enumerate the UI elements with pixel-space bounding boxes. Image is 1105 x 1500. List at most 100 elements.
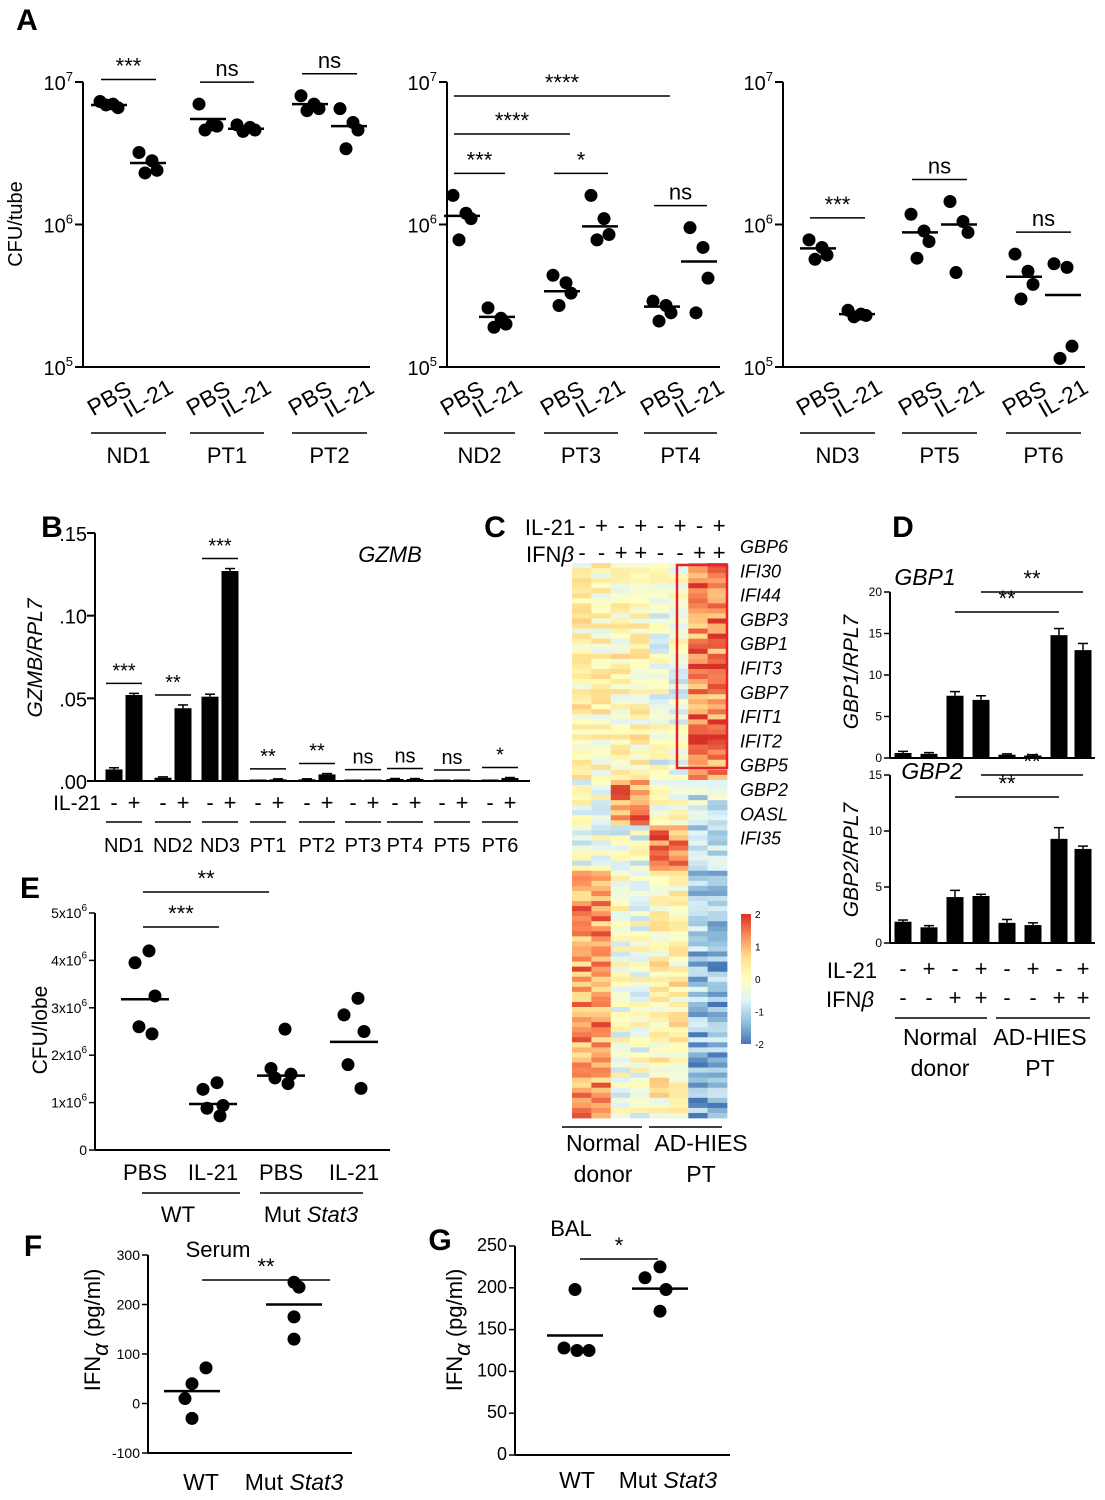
heatmap-cell <box>591 638 612 645</box>
y-axis-label: CFU/tube <box>5 181 27 267</box>
subject-label: PT2 <box>299 835 336 857</box>
heatmap-cell <box>610 1107 631 1114</box>
heatmap-cell <box>649 850 670 857</box>
heatmap-cell <box>688 890 709 897</box>
panel-d: D 0 5 10 15 20 GBP1 GBP1/RPL7 ** ** 0 5 10 15 GBP2 GBP2… <box>826 511 1095 1081</box>
heatmap-cell <box>630 875 650 882</box>
heatmap-cell <box>591 613 612 619</box>
heatmap-cell <box>649 890 670 897</box>
significance-label: ** <box>1023 749 1041 774</box>
heatmap-cell <box>668 699 689 705</box>
heatmap-cell <box>688 926 709 932</box>
heatmap-cell <box>688 951 709 957</box>
data-point <box>200 1101 214 1115</box>
heatmap-cell <box>649 593 670 599</box>
heatmap-cell <box>610 1092 631 1099</box>
heatmap-cell <box>591 1112 612 1119</box>
heatmap-cell <box>630 865 650 872</box>
heatmap-cell <box>630 744 650 751</box>
heatmap-cell <box>688 870 709 877</box>
heatmap-cell <box>668 991 689 998</box>
data-point <box>132 146 146 160</box>
heatmap-cell <box>591 785 612 791</box>
heatmap-cell <box>688 588 709 594</box>
group-label: Normal <box>566 1130 640 1156</box>
heatmap-cell <box>630 648 650 655</box>
heatmap-cell <box>688 901 709 907</box>
heatmap-cell <box>572 1082 592 1089</box>
heatmap-cell <box>572 880 592 887</box>
heatmap-cell <box>668 588 689 594</box>
heatmap-cell <box>572 608 592 614</box>
heatmap-cell <box>688 946 709 952</box>
heatmap-cell <box>668 668 689 675</box>
tick-exponent: 5 <box>766 354 773 369</box>
heatmap-cell <box>707 996 728 1003</box>
category-label: IL-21 <box>188 1160 238 1185</box>
heatmap-cell <box>688 573 709 579</box>
data-point <box>696 240 710 254</box>
heatmap-cell <box>610 779 631 786</box>
ylabel-main: IFN <box>80 1356 105 1391</box>
significance-label: ns <box>318 48 341 73</box>
heatmap-cell <box>630 724 650 730</box>
heatmap-cell <box>688 613 709 619</box>
heatmap-cell <box>591 800 612 806</box>
heatmap-cell <box>668 835 689 841</box>
significance-label: *** <box>112 660 136 682</box>
data-point <box>859 308 873 322</box>
heatmap-cell <box>668 653 689 660</box>
panel-d-subplot: 0 5 10 15 GBP2 GBP2/RPL7 ** ** <box>840 749 1095 950</box>
heatmap-cell <box>688 981 709 988</box>
heatmap-cell <box>649 825 670 831</box>
heatmap-cell <box>707 1037 728 1043</box>
heatmap-cell <box>668 628 689 635</box>
heatmap-cell <box>668 633 689 640</box>
heatmap-cell <box>688 754 709 761</box>
data-point <box>294 89 308 103</box>
heatmap-cell <box>630 658 650 665</box>
heatmap-cell <box>572 719 592 725</box>
heatmap-cell <box>591 1067 612 1073</box>
heatmap-cell <box>707 568 728 574</box>
il21-sign: + <box>1077 956 1090 981</box>
heatmap-cell <box>572 573 592 579</box>
tick-base: 10 <box>744 216 766 238</box>
heatmap-cell <box>649 926 670 932</box>
heatmap-cell <box>610 709 631 715</box>
heatmap-cell <box>707 951 728 957</box>
heatmap-cell <box>668 946 689 952</box>
heatmap-cell <box>610 1062 631 1068</box>
heatmap-cell <box>630 759 650 766</box>
heatmap-cell <box>630 1077 650 1084</box>
heatmap-cell <box>668 810 689 816</box>
heatmap-cell <box>707 739 728 746</box>
heatmap-cell <box>591 926 612 932</box>
heatmap-cell <box>610 880 631 887</box>
significance-label: ** <box>260 746 276 768</box>
heatmap-cell <box>707 956 728 962</box>
bar <box>1074 848 1092 943</box>
gene-label: IFIT1 <box>740 707 782 727</box>
heatmap-cell <box>649 860 670 867</box>
colorbar-tick-label: -1 <box>755 1008 764 1019</box>
bar <box>998 922 1016 943</box>
heatmap-cell <box>572 1077 592 1084</box>
data-point <box>689 306 703 320</box>
heatmap-cell <box>610 835 631 841</box>
heatmap-cell <box>649 744 670 751</box>
heatmap-cell <box>688 1112 709 1119</box>
heatmap-cell <box>591 870 612 877</box>
y-tick-label: 15 <box>869 627 883 641</box>
heatmap-cell <box>649 1072 670 1079</box>
heatmap-cell <box>688 769 709 776</box>
heatmap-cell <box>630 825 650 831</box>
heatmap-cell <box>591 603 612 609</box>
heatmap-cell <box>572 1072 592 1079</box>
heatmap-cell <box>649 1107 670 1114</box>
heatmap-cell <box>688 815 709 821</box>
heatmap-cell <box>707 1107 728 1114</box>
treatment-sign: + <box>272 790 285 815</box>
heatmap-cell <box>591 563 612 569</box>
subject-label: ND2 <box>457 443 501 468</box>
